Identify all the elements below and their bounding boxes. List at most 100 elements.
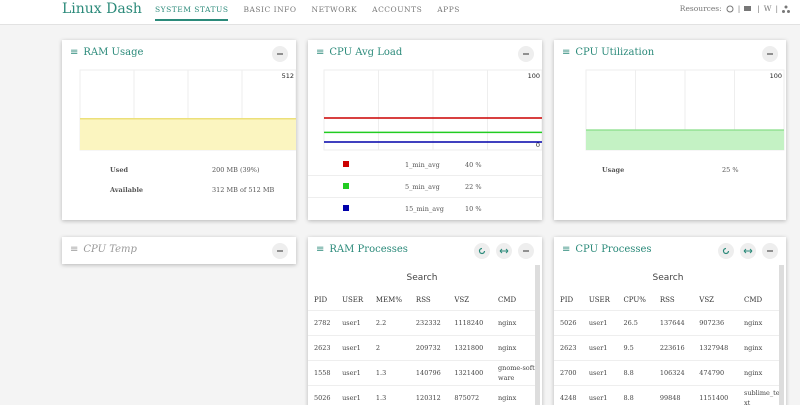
process-row: 2623 user1 2 209732 1321800 nginx xyxy=(308,335,536,361)
cell: 232332 xyxy=(409,310,449,336)
card-buttons xyxy=(762,46,778,62)
nav-item[interactable]: APPS xyxy=(437,5,460,14)
y-tick-label: 0 xyxy=(536,141,540,149)
card-header: ≡ RAM Processes xyxy=(316,244,408,255)
cell: 1321400 xyxy=(448,360,492,386)
cell: 2 xyxy=(369,335,410,361)
column-header[interactable]: CMD xyxy=(492,289,536,311)
cell: 9.5 xyxy=(617,335,654,361)
cell: 5026 xyxy=(554,310,583,336)
card-header: ≡ CPU Avg Load xyxy=(316,47,403,58)
logo[interactable]: Linux Dash xyxy=(62,1,142,17)
card-header: ≡ CPU Processes xyxy=(562,244,652,255)
cell: user1 xyxy=(336,335,370,361)
cell: user1 xyxy=(582,360,618,386)
column-header[interactable]: VSZ xyxy=(448,289,492,311)
column-header[interactable]: RSS xyxy=(409,289,449,311)
column-header[interactable]: CPU% xyxy=(617,289,654,311)
column-header[interactable]: RSS xyxy=(653,289,694,311)
load-value: 10 % xyxy=(465,205,482,213)
width-button[interactable] xyxy=(740,243,756,259)
card-title: RAM Processes xyxy=(329,244,408,255)
ram-table: Used 200 MB (39%) Available 312 MB of 512 M… xyxy=(62,162,296,218)
search-label[interactable]: Search xyxy=(652,273,684,283)
y-tick-label: 100 xyxy=(528,72,540,80)
ram-usage-card: ≡RAM Usage 0512 Used 200 MB (39%) Available… xyxy=(62,40,296,220)
nav-item[interactable]: NETWORK xyxy=(311,5,358,14)
search-label[interactable]: Search xyxy=(406,273,438,283)
collapse-icon xyxy=(767,250,773,252)
ram-key: Available xyxy=(110,186,144,194)
cell: 1.3 xyxy=(369,360,410,386)
collapse-button[interactable] xyxy=(272,243,288,259)
usage-area xyxy=(586,130,784,150)
process-row: 1558 user1 1.3 140796 1321400 gnome-software xyxy=(308,360,536,386)
collapse-button[interactable] xyxy=(762,46,778,62)
scrollbar xyxy=(535,265,540,405)
card-header: ≡ CPU Temp xyxy=(70,244,137,255)
column-header[interactable]: USER xyxy=(582,289,618,311)
column-header[interactable]: USER xyxy=(336,289,370,311)
cell: 8.8 xyxy=(617,360,654,386)
collapse-button[interactable] xyxy=(272,46,288,62)
column-header[interactable]: CMD xyxy=(738,289,782,311)
process-row: 4248 user1 8.8 99848 1151400 sublime_text xyxy=(554,385,782,405)
cell: user1 xyxy=(336,385,370,405)
cell: 474790 xyxy=(693,360,738,386)
chat-icon[interactable] xyxy=(744,5,753,13)
cell: nginx xyxy=(492,310,536,336)
refresh-button[interactable] xyxy=(718,243,734,259)
cell: 8.8 xyxy=(617,385,654,405)
process-row: 5026 user1 1.3 120312 875072 nginx xyxy=(308,385,536,405)
card-title: RAM Usage xyxy=(83,47,144,58)
y-tick-label: 100 xyxy=(770,72,782,80)
cell: 140796 xyxy=(409,360,449,386)
column-header[interactable]: PID xyxy=(554,289,583,311)
cell: 2782 xyxy=(308,310,337,336)
process-row: 2623 user1 9.5 223616 1327948 nginx xyxy=(554,335,782,361)
cell: user1 xyxy=(582,335,618,361)
collapse-icon xyxy=(277,53,283,55)
collapse-button[interactable] xyxy=(762,243,778,259)
column-header[interactable]: MEM% xyxy=(369,289,410,311)
column-header[interactable]: VSZ xyxy=(693,289,738,311)
process-table: PID USER CPU% RSS VSZ CMD 5026 user1 26.5 137644 9… xyxy=(554,289,782,405)
collapse-icon xyxy=(767,53,773,55)
process-table: PID USER MEM% RSS VSZ CMD 2782 user1 2.2 232332 11… xyxy=(308,289,536,405)
cell: 875072 xyxy=(448,385,492,405)
cell: 106324 xyxy=(653,360,694,386)
width-button[interactable] xyxy=(496,243,512,259)
github-icon[interactable] xyxy=(726,5,734,13)
load-value: 40 % xyxy=(465,161,482,169)
refresh-icon xyxy=(478,247,486,255)
cpu-temp-card: ≡ CPU Temp xyxy=(62,237,296,264)
scrollbar xyxy=(779,265,784,405)
cpu-avg-load-card: ≡ CPU Avg Load 0 100 1_min_avg 40 % 5_min_avg… xyxy=(308,40,542,220)
cell: 907236 xyxy=(693,310,738,336)
refresh-button[interactable] xyxy=(474,243,490,259)
collapse-button[interactable] xyxy=(518,243,534,259)
cell: user1 xyxy=(336,310,370,336)
legend-swatch xyxy=(343,205,349,211)
nav-item[interactable]: ACCOUNTS xyxy=(372,5,423,14)
header-row: PID USER MEM% RSS VSZ CMD xyxy=(308,289,536,311)
y-tick-label: 512 xyxy=(282,72,294,80)
card-buttons xyxy=(518,46,534,62)
nav-item[interactable]: SYSTEM STATUS xyxy=(155,3,229,21)
column-header[interactable]: PID xyxy=(308,289,337,311)
cell: 2.2 xyxy=(369,310,410,336)
collapse-icon xyxy=(523,250,529,252)
width-icon xyxy=(743,248,753,254)
share-icon[interactable] xyxy=(782,5,790,13)
nav-item[interactable]: BASIC INFO xyxy=(243,5,297,14)
collapse-icon xyxy=(523,53,529,55)
cell: nginx xyxy=(738,360,782,386)
cell: nginx xyxy=(738,335,782,361)
wiki-link[interactable]: W xyxy=(763,4,772,13)
collapse-button[interactable] xyxy=(518,46,534,62)
card-buttons xyxy=(718,243,778,259)
cell: nginx xyxy=(492,335,536,361)
cell: nginx xyxy=(738,310,782,336)
